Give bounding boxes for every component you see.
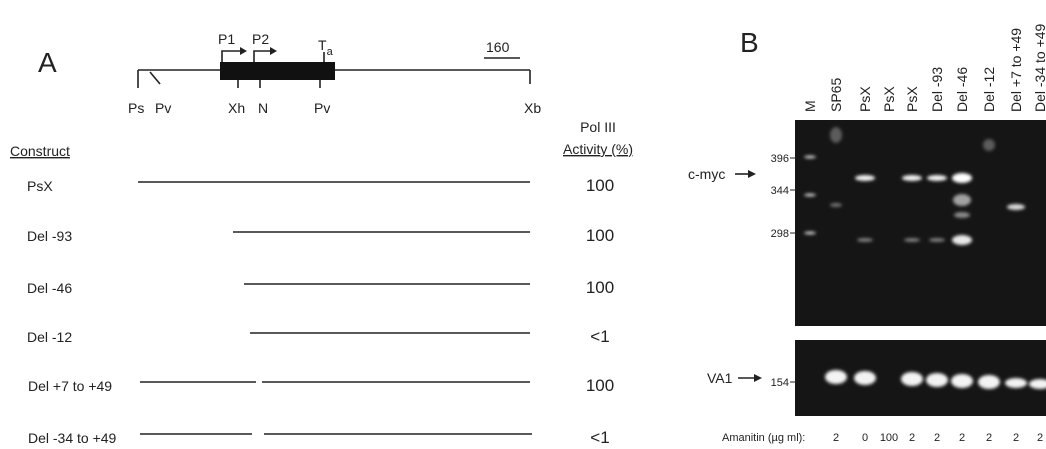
activity-value: 100	[586, 278, 614, 297]
amanitin-value: 100	[880, 432, 898, 444]
lane-label: PsX	[904, 86, 920, 112]
band	[804, 232, 816, 235]
site-label: Xh	[228, 100, 245, 116]
site-labels: Ps Pv Xh N Pv Xb	[128, 100, 541, 116]
figure: A P1 P2 Ta 160 Ps Pv Xh N Pv Xb Construct Pol…	[0, 0, 1046, 449]
amanitin-value: 2	[986, 432, 992, 444]
arrow-head	[240, 47, 247, 55]
band	[855, 175, 875, 181]
promoter-label: P1	[218, 31, 235, 47]
band	[901, 372, 923, 386]
page: {"panel_a": {"label": "A", "map": {"prom…	[0, 0, 1046, 449]
lane-label: Del +7 to +49	[1008, 28, 1024, 112]
band	[857, 238, 873, 242]
lane-label: PsX	[881, 86, 897, 112]
activity-value: <1	[590, 327, 609, 346]
site-tick	[150, 72, 160, 84]
marker-label: 154	[771, 377, 789, 389]
arrow-label: c-myc	[688, 166, 725, 182]
activity-header: Pol III	[580, 119, 616, 135]
construct-header: Construct	[10, 143, 70, 159]
amanitin-values: 2 0 100 2 2 2 2 2 2	[833, 432, 1043, 444]
lane-labels: M SP65 PsX PsX PsX Del -93 Del -46 Del -12 Del +…	[802, 23, 1046, 112]
band	[904, 238, 920, 242]
activity-header: Activity (%)	[563, 141, 633, 157]
site-label: N	[258, 100, 268, 116]
lane-label: M	[802, 100, 818, 112]
band	[953, 194, 971, 206]
amanitin-value: 2	[934, 432, 940, 444]
promoter-arrow	[222, 51, 240, 62]
arrow-head	[270, 47, 277, 55]
lane-label: Del -12	[981, 67, 997, 112]
gel-top	[795, 120, 1046, 326]
construct-name: Del -46	[27, 280, 72, 296]
band	[952, 235, 972, 245]
amanitin-label: Amanitin (µg ml):	[722, 432, 805, 444]
construct-name: PsX	[27, 178, 53, 194]
site-label: Pv	[314, 100, 330, 116]
band	[804, 156, 816, 159]
band	[1005, 378, 1027, 388]
activity-value: 100	[586, 376, 614, 395]
band	[927, 175, 947, 181]
arrow-label: VA1	[707, 370, 733, 386]
lane-label: Del -93	[929, 67, 945, 112]
band	[825, 370, 847, 384]
promoter-label: P2	[252, 31, 269, 47]
marker-label: 344	[771, 185, 789, 197]
marker-labels: 396 344 298 154	[771, 153, 796, 389]
band	[929, 238, 945, 242]
band	[954, 212, 970, 218]
amanitin-value: 2	[1013, 432, 1019, 444]
construct-rows: PsX 100 Del -93 100 Del -46 100 Del -12 <1 Del +…	[27, 176, 614, 447]
terminator-label: Ta	[318, 37, 334, 58]
construct-name: Del -93	[27, 228, 72, 244]
band	[983, 139, 995, 151]
amanitin-value: 2	[959, 432, 965, 444]
gene-box	[220, 62, 335, 80]
lane-label: SP65	[828, 78, 844, 112]
activity-value: <1	[590, 428, 609, 447]
band	[1007, 204, 1025, 210]
panel-label: B	[740, 27, 759, 58]
activity-value: 100	[586, 226, 614, 245]
band	[978, 375, 1000, 389]
lane-label: PsX	[857, 86, 873, 112]
site-label: Pv	[155, 100, 171, 116]
site-label: Ps	[128, 100, 144, 116]
amanitin-value: 0	[862, 432, 868, 444]
band	[804, 194, 816, 197]
construct-name: Del -34 to +49	[28, 430, 117, 446]
band	[902, 175, 922, 181]
lane-label: Del -46	[954, 67, 970, 112]
band	[952, 173, 972, 183]
construct-name: Del +7 to +49	[28, 378, 112, 394]
band	[951, 374, 973, 388]
lane-label: Del -34 to +49	[1032, 23, 1046, 112]
panel-label: A	[38, 47, 57, 78]
marker-label: 396	[771, 153, 789, 165]
activity-value: 100	[586, 176, 614, 195]
arrow-head	[748, 170, 756, 178]
amanitin-value: 2	[1037, 432, 1043, 444]
site-label: Xb	[524, 100, 541, 116]
marker-label: 298	[771, 228, 789, 240]
gene-map: P1 P2 Ta 160	[138, 31, 530, 88]
terminator-subscript: a	[327, 46, 334, 58]
band	[830, 203, 842, 207]
amanitin-value: 2	[833, 432, 839, 444]
amanitin-value: 2	[909, 432, 915, 444]
construct-name: Del -12	[27, 329, 72, 345]
band	[830, 127, 842, 143]
arrow-head	[754, 374, 762, 382]
scale-label: 160	[486, 39, 510, 55]
promoter-arrow	[254, 51, 270, 62]
band	[926, 373, 948, 387]
band	[854, 371, 876, 385]
